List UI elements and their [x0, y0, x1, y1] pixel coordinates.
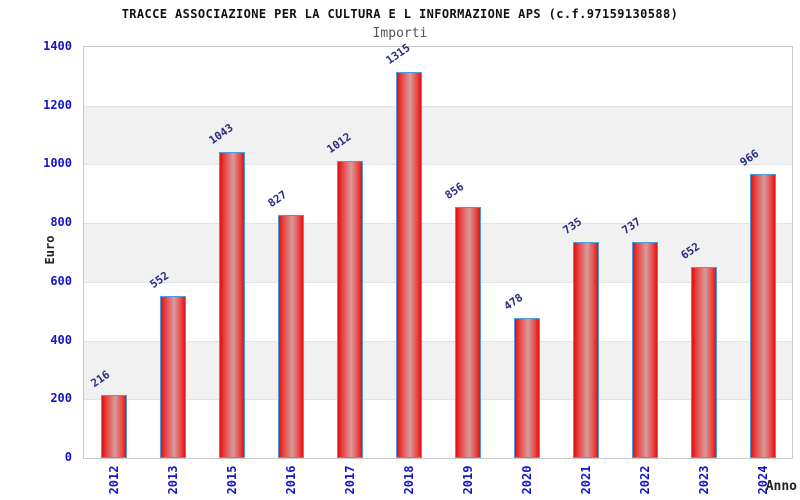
chart-title: TRACCE ASSOCIAZIONE PER LA CULTURA E L I…	[121, 7, 679, 21]
y-tick-label: 1000	[43, 156, 72, 171]
bar-2024	[749, 174, 776, 458]
y-tick-label: 600	[50, 273, 72, 288]
x-tick-label: 2016	[283, 465, 298, 495]
bar-2020	[513, 317, 540, 458]
y-axis-title: Euro	[43, 235, 57, 265]
grid-band	[84, 164, 792, 224]
y-tick-label: 400	[50, 332, 72, 347]
y-tick-label: 1200	[43, 97, 72, 112]
x-axis-title: Anno	[765, 479, 797, 494]
chart-subtitle: Importi	[372, 26, 428, 41]
x-tick-label: 2017	[342, 465, 357, 495]
grid-band	[84, 399, 792, 458]
x-tick-label: 2019	[460, 465, 475, 495]
x-tick-label: 2021	[578, 465, 593, 495]
grid-band	[84, 340, 792, 400]
bar-2016	[277, 215, 304, 458]
x-tick-label: 2018	[401, 465, 416, 495]
y-tick-label: 800	[50, 215, 72, 230]
grid-band	[84, 105, 792, 165]
bar-2021	[572, 242, 599, 458]
grid-band	[84, 47, 792, 106]
x-tick-label: 2012	[106, 465, 121, 495]
bar-2018	[395, 71, 422, 458]
bar-2015	[218, 151, 245, 458]
x-tick-label: 2022	[637, 465, 652, 495]
plot-area: 216 552 1043 827 1012 1315 856 478 735 737 652 966	[83, 41, 793, 459]
y-tick-label: 0	[64, 450, 72, 464]
bar-2013	[159, 295, 186, 458]
x-tick-label: 2020	[519, 465, 534, 495]
grid-band	[84, 223, 792, 282]
bar-2012	[100, 394, 127, 458]
x-tick-label: 2013	[165, 465, 180, 495]
grid-band	[84, 281, 792, 341]
x-tick-label: 2015	[224, 465, 239, 495]
y-tick-label: 200	[50, 391, 72, 406]
bar-2022	[631, 241, 658, 458]
x-tick-label: 2023	[696, 465, 711, 495]
y-tick-label: 1400	[43, 39, 72, 53]
bar-2017	[336, 160, 363, 458]
bar-2023	[690, 266, 717, 458]
bar-2019	[454, 206, 481, 458]
